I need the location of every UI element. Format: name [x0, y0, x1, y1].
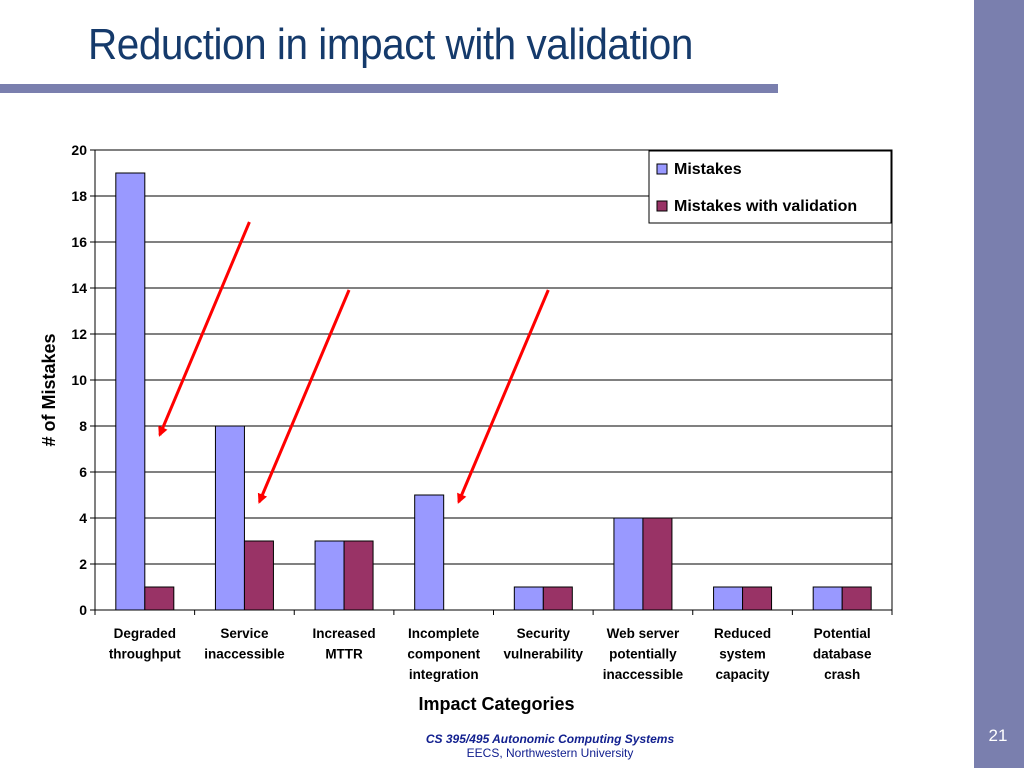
footer-course: CS 395/495 Autonomic Computing Systems: [425, 732, 675, 746]
legend-label: Mistakes with validation: [674, 198, 857, 215]
y-tick-label: 8: [79, 418, 87, 434]
x-tick-label: inaccessible: [204, 647, 285, 662]
page-number: 21: [988, 726, 1008, 745]
x-tick-label: Increased: [313, 626, 376, 641]
x-tick-label: Reduced: [714, 626, 771, 641]
bar-mistakes-with-validation: [542, 586, 573, 611]
legend-label: Mistakes: [674, 161, 742, 178]
y-tick-label: 16: [71, 234, 87, 250]
footer-dept: EECS, Northwestern University: [466, 746, 634, 760]
bar-mistakes: [115, 172, 146, 611]
bar-chart: 0 2 4 6 8 10 12 14 16 18 20 Degraded throughput Servi…: [39, 142, 893, 714]
x-tick-label: throughput: [109, 647, 181, 662]
x-tick-label: inaccessible: [603, 667, 684, 682]
y-tick-label: 10: [71, 372, 87, 388]
x-tick-label: system: [719, 647, 766, 662]
legend-swatch: [656, 163, 668, 175]
x-tick-label: Degraded: [114, 626, 176, 641]
x-tick-label: crash: [824, 667, 860, 682]
right-accent-bar: [974, 0, 1024, 768]
x-tick-label: integration: [409, 667, 479, 682]
bar-mistakes: [613, 517, 644, 611]
title-underline: [0, 84, 778, 93]
annotation-arrow: [257, 289, 351, 504]
bar-mistakes-with-validation: [642, 517, 673, 611]
y-tick-label: 18: [71, 188, 87, 204]
bar-mistakes-with-validation: [343, 540, 374, 611]
bar-mistakes: [513, 586, 544, 611]
bar-mistakes-with-validation: [742, 586, 773, 611]
legend-swatch: [656, 200, 668, 212]
y-tick-label: 6: [79, 464, 87, 480]
x-axis-title: Impact Categories: [418, 694, 574, 714]
bar-mistakes: [713, 586, 744, 611]
x-tick-label: capacity: [716, 667, 771, 682]
x-tick-label: Service: [220, 626, 269, 641]
y-tick-label: 4: [79, 510, 87, 526]
slide-title: Reduction in impact with validation: [88, 20, 693, 69]
bar-mistakes: [214, 425, 245, 611]
x-tick-label: component: [407, 647, 480, 662]
slide-footer: CS 395/495 Autonomic Computing Systems E…: [350, 732, 750, 760]
bar-mistakes: [812, 586, 843, 611]
x-tick-label: MTTR: [325, 647, 363, 662]
x-tick-label: vulnerability: [504, 647, 584, 662]
legend: [648, 150, 892, 224]
x-tick-label: potentially: [609, 647, 677, 662]
x-tick-label: Potential: [814, 626, 871, 641]
x-tick-label: Incomplete: [408, 626, 480, 641]
y-tick-label: 2: [79, 556, 87, 572]
annotation-arrow: [158, 221, 251, 437]
y-axis-title: # of Mistakes: [39, 333, 59, 446]
x-tick-label: database: [813, 647, 872, 662]
bar-mistakes-with-validation: [144, 586, 175, 611]
bar-mistakes-with-validation: [243, 540, 274, 611]
bar-mistakes: [414, 494, 445, 611]
x-tick-label: Security: [517, 626, 571, 641]
x-tick-label: Web server: [607, 626, 680, 641]
y-tick-label: 12: [71, 326, 87, 342]
bar-mistakes: [314, 540, 345, 611]
bar-mistakes-with-validation: [841, 586, 872, 611]
y-tick-label: 14: [71, 280, 87, 296]
y-tick-label: 0: [79, 602, 87, 618]
y-tick-label: 20: [71, 142, 87, 158]
annotation-arrow: [457, 289, 550, 504]
